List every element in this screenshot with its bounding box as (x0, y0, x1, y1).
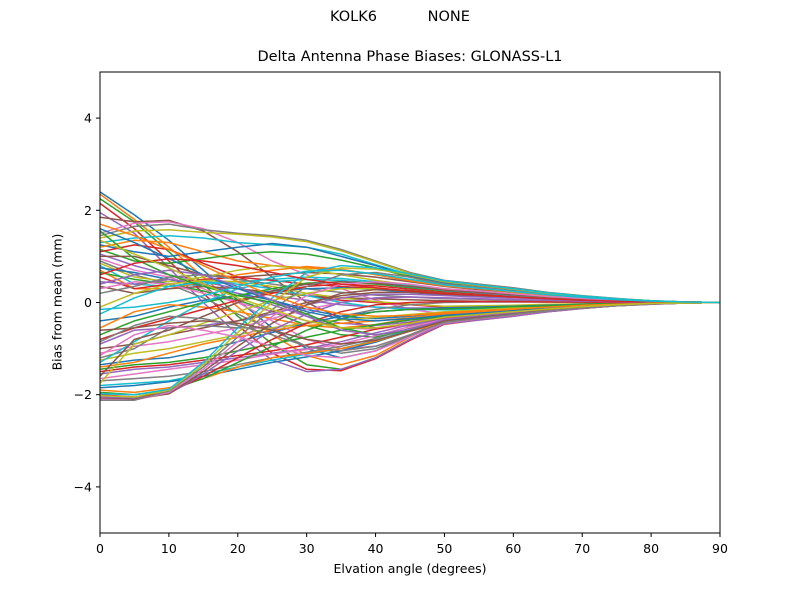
series-line (99, 300, 720, 398)
x-tick-label: 80 (643, 541, 659, 556)
series-line (99, 269, 721, 311)
series-line (99, 301, 721, 352)
series-line (99, 301, 721, 375)
x-axis-label: Elvation angle (degrees) (333, 561, 487, 576)
series-line (99, 301, 720, 396)
figure-suptitle: KOLK6 NONE (330, 9, 470, 25)
series-line (99, 264, 721, 396)
x-tick-label: 90 (712, 541, 728, 556)
y-tick-label: 4 (84, 111, 92, 126)
y-tick-label: −2 (74, 387, 92, 402)
x-tick-label: 60 (505, 541, 521, 556)
chart-title: Delta Antenna Phase Biases: GLONASS-L1 (257, 49, 563, 65)
x-tick-label: 70 (574, 541, 590, 556)
x-tick-label: 40 (368, 541, 384, 556)
data-lines (99, 191, 721, 401)
series-line (99, 239, 721, 329)
y-tick-label: −4 (74, 479, 92, 494)
x-tick-label: 20 (230, 541, 246, 556)
x-axis-ticks: 0 10 20 30 40 50 60 70 80 90 (96, 533, 728, 556)
y-tick-label: 0 (84, 295, 92, 310)
x-tick-label: 10 (161, 541, 177, 556)
series-line (99, 257, 721, 304)
y-tick-label: 2 (84, 203, 92, 218)
y-axis-ticks: −4 −2 0 2 4 (74, 111, 100, 494)
x-tick-label: 0 (96, 541, 104, 556)
x-tick-label: 30 (299, 541, 315, 556)
x-tick-label: 50 (436, 541, 452, 556)
